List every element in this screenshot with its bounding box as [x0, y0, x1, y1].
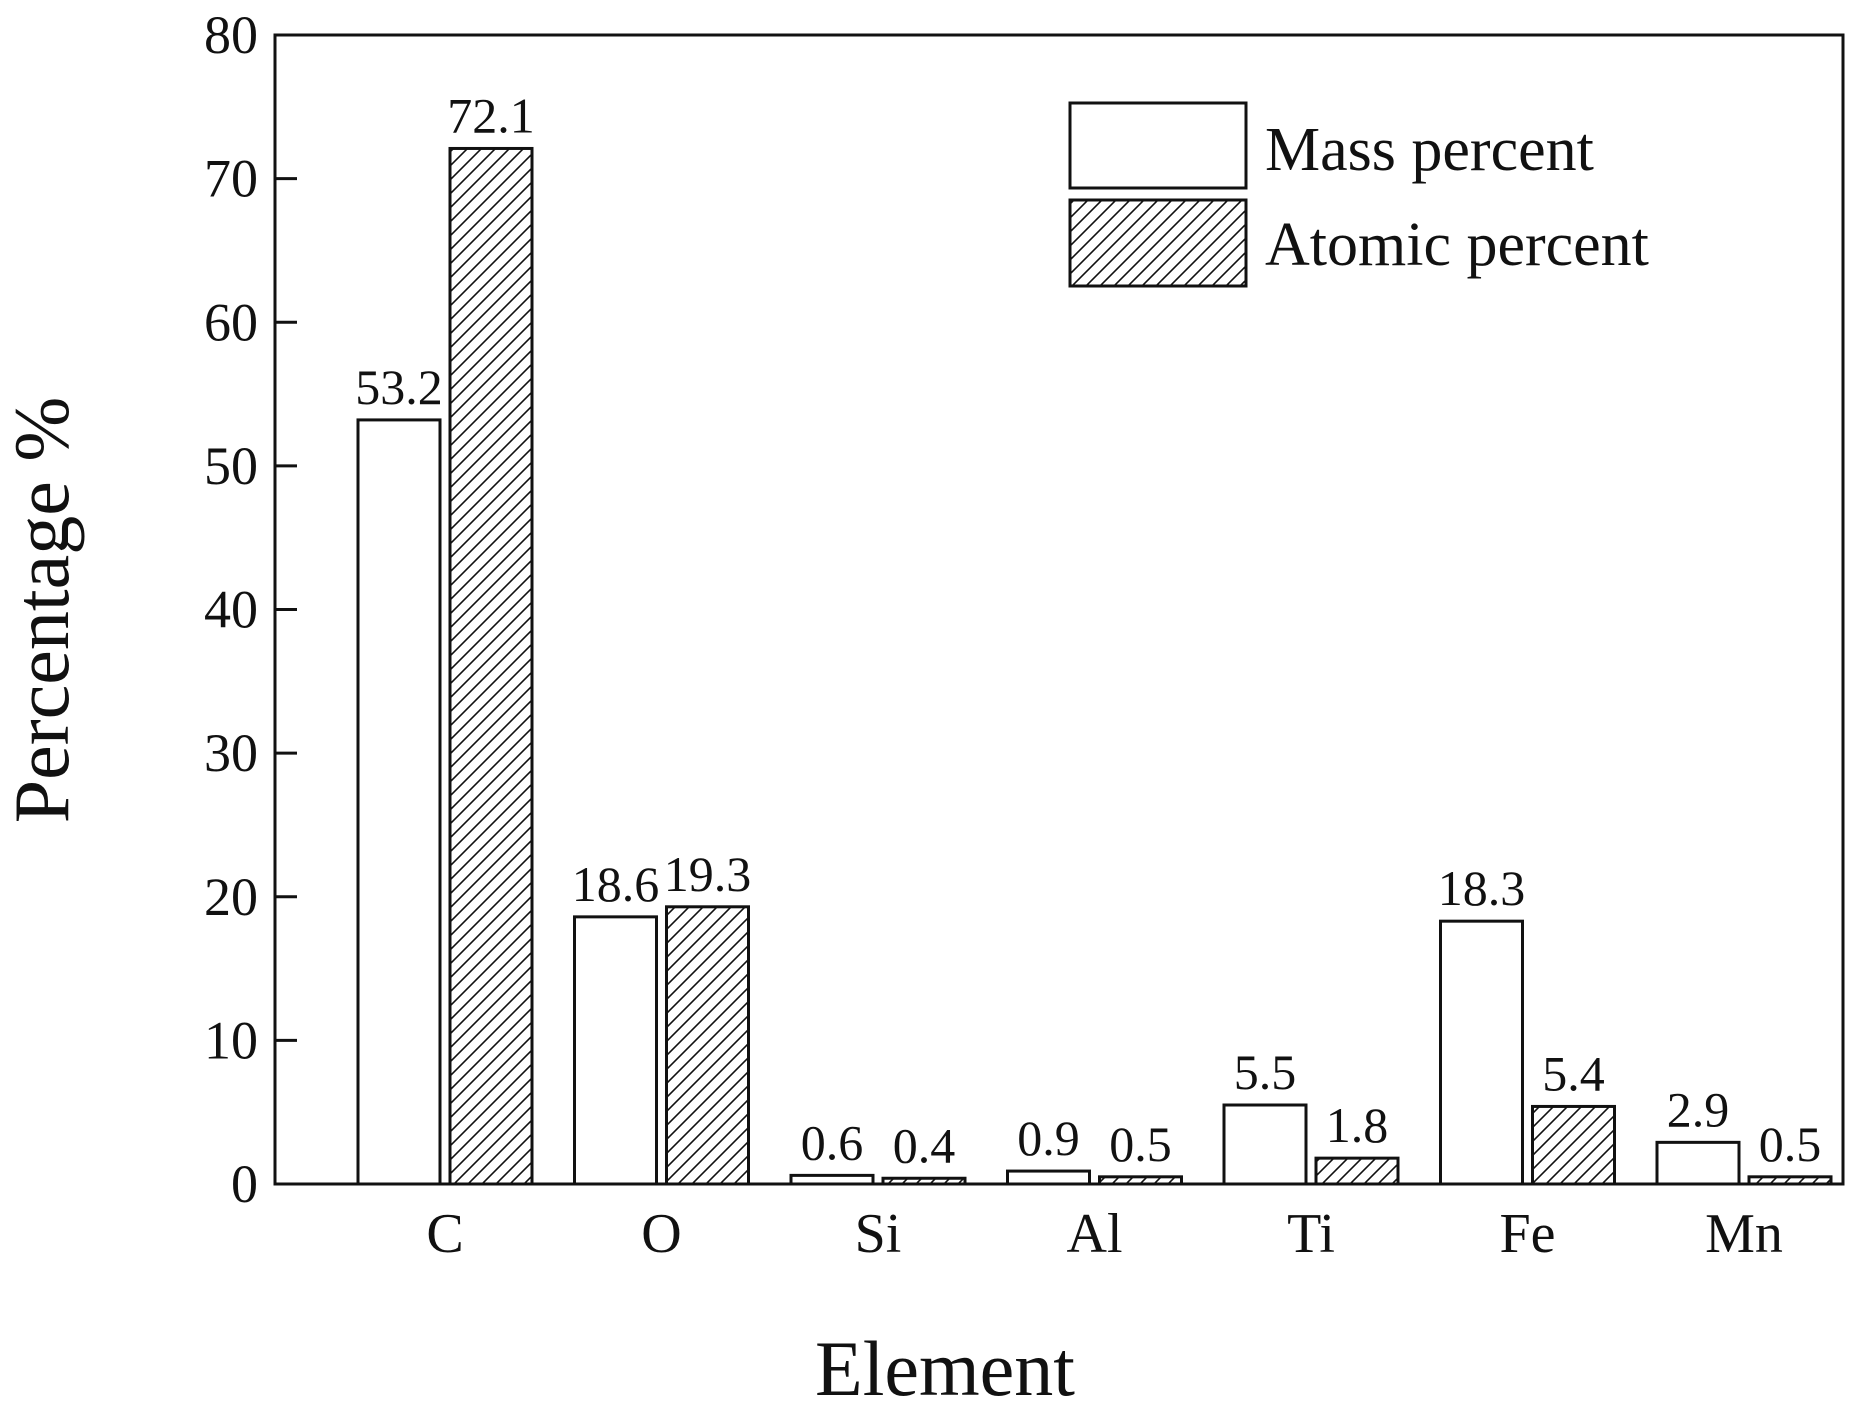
bar-mass-percent: [356, 418, 442, 1186]
data-labels: 53.2 72.1 18.6 19.3 0.6 0.4 0.9 0.5 5.5 1.8 18.3 5.…: [355, 87, 1821, 1173]
x-category-label: C: [426, 1203, 463, 1265]
data-label-atomic: 0.5: [1109, 1116, 1172, 1172]
y-tick-label: 20: [204, 867, 258, 927]
data-label-mass: 18.6: [572, 856, 660, 912]
data-label-atomic: 5.4: [1542, 1045, 1605, 1101]
data-label-atomic: 0.4: [893, 1117, 956, 1173]
x-axis-title: Element: [815, 1325, 1075, 1412]
data-label-mass: 53.2: [355, 359, 443, 415]
y-tick-label: 50: [204, 436, 258, 496]
data-label-atomic: 72.1: [447, 87, 535, 143]
y-tick-label: 60: [204, 292, 258, 352]
data-label-mass: 0.6: [801, 1114, 864, 1170]
x-category-label: Mn: [1705, 1203, 1783, 1265]
y-tick-label: 40: [204, 580, 258, 640]
y-tick-label: 30: [204, 723, 258, 783]
data-label-mass: 0.9: [1017, 1110, 1080, 1166]
y-tick-label: 70: [204, 149, 258, 209]
bar-mass-percent: [1439, 919, 1524, 1186]
y-tick-label: 10: [204, 1010, 258, 1070]
bars-layer: [356, 146, 1833, 1186]
bar-mass-percent: [1222, 1103, 1308, 1186]
bar-mass-percent: [1655, 1140, 1741, 1186]
legend-swatch-mass: [1068, 101, 1248, 190]
legend-swatch-atomic: [1068, 198, 1248, 288]
y-axis: 0 10 20 30 40 50 60 70 80: [204, 5, 297, 1214]
bar-mass-percent: [573, 915, 658, 1186]
bar-atomic-percent: [448, 146, 534, 1186]
data-label-atomic: 1.8: [1326, 1097, 1389, 1153]
legend-label-mass: Mass percent: [1265, 116, 1594, 184]
data-label-mass: 5.5: [1234, 1044, 1297, 1100]
x-category-label: O: [641, 1203, 681, 1265]
bar-atomic-percent: [665, 905, 750, 1186]
bar-atomic-percent: [1531, 1104, 1616, 1186]
legend-label-atomic: Atomic percent: [1265, 211, 1649, 279]
x-category-label: Si: [855, 1203, 902, 1265]
data-label-atomic: 0.5: [1759, 1116, 1822, 1172]
legend: Mass percent Atomic percent: [1068, 101, 1649, 288]
data-label-mass: 2.9: [1667, 1081, 1730, 1137]
y-tick-label: 0: [231, 1154, 258, 1214]
y-axis-title: Percentage %: [0, 397, 85, 824]
data-label-atomic: 19.3: [664, 846, 752, 902]
x-category-label: Fe: [1500, 1203, 1556, 1265]
y-tick-label: 80: [204, 5, 258, 65]
x-axis: C O Si Al Ti Fe Mn: [426, 1203, 1783, 1265]
data-label-mass: 18.3: [1438, 860, 1526, 916]
x-category-label: Ti: [1287, 1203, 1335, 1265]
x-category-label: Al: [1067, 1203, 1123, 1265]
bar-atomic-percent: [1314, 1156, 1400, 1186]
bar-mass-percent: [1006, 1169, 1091, 1186]
